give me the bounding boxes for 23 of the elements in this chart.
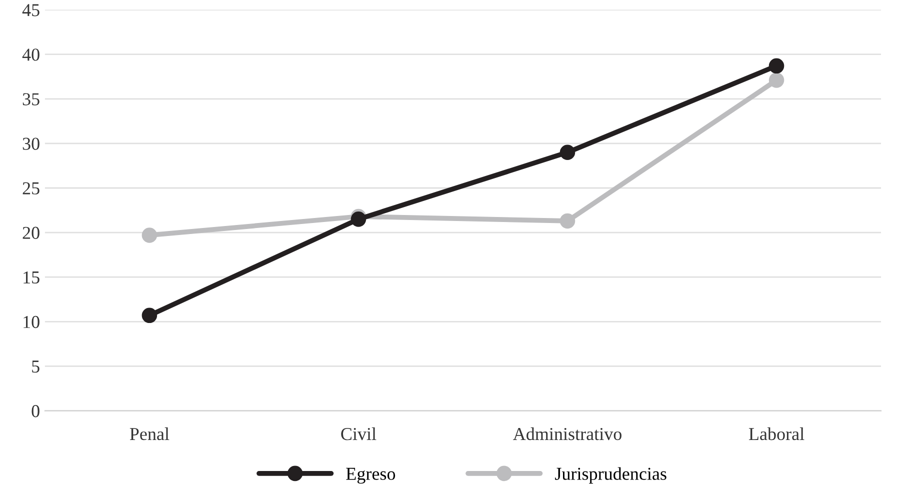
- point: [560, 213, 576, 229]
- y-tick-label: 0: [32, 405, 40, 418]
- y-tick-label: 35: [22, 93, 40, 106]
- y-tick-label: 15: [24, 271, 40, 284]
- x-tick-label: Laboral: [748, 427, 804, 440]
- y-tick-label: 30: [22, 138, 40, 150]
- x-tick-label: Administrativo: [513, 427, 622, 440]
- y-tick-label: 40: [22, 48, 40, 61]
- legend-label: Jurisprudencias: [555, 467, 666, 484]
- point: [350, 212, 366, 227]
- x-tick-label: Penal: [130, 427, 170, 440]
- point: [560, 144, 576, 160]
- point: [768, 72, 784, 88]
- y-tick-label: 10: [24, 316, 40, 328]
- y-tick-label: 45: [22, 4, 40, 16]
- x-tick-label: Civil: [341, 427, 376, 440]
- legend-label: Egreso: [346, 468, 396, 484]
- y-tick-label: 5: [32, 360, 40, 373]
- point: [142, 308, 158, 324]
- point: [768, 58, 784, 74]
- y-tick-label: 25: [22, 182, 40, 194]
- point: [142, 228, 158, 243]
- y-tick-label: 20: [22, 226, 40, 239]
